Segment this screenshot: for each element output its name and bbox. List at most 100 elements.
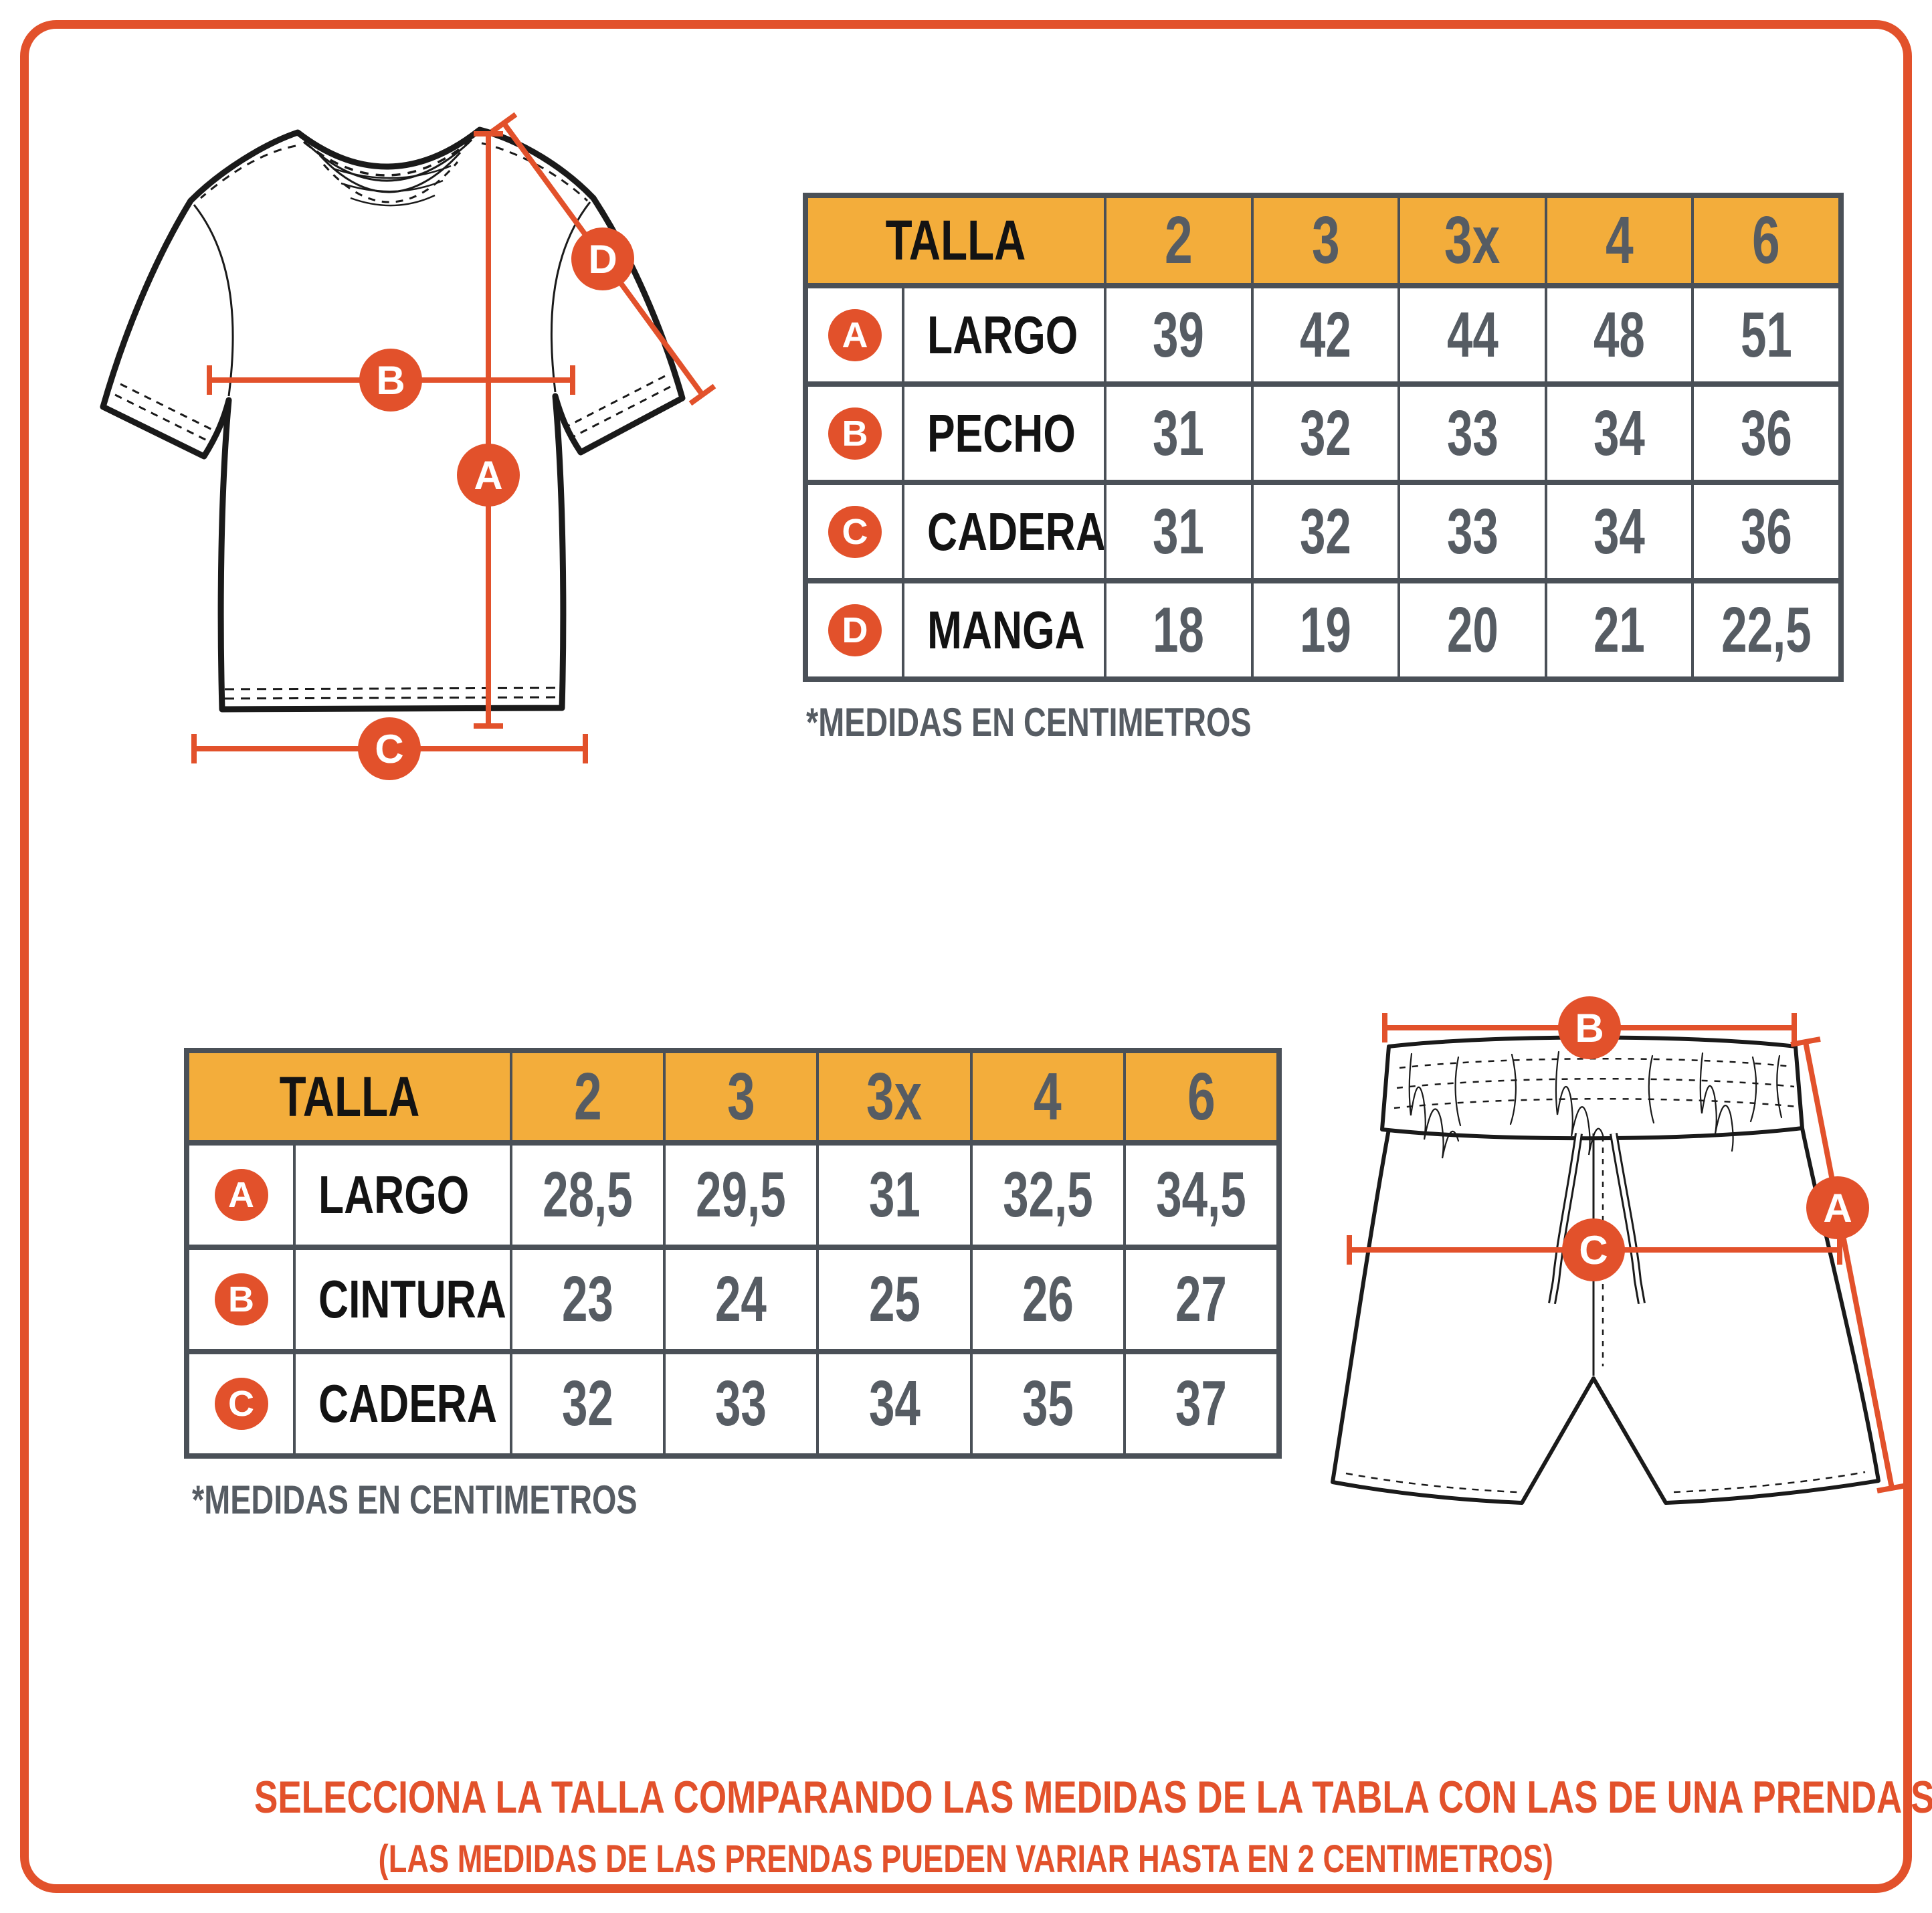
waistband	[1380, 1035, 1804, 1141]
row-label: PECHO	[904, 387, 1104, 480]
cuff-stitch	[120, 383, 218, 434]
collar-band-line	[306, 141, 471, 182]
table-value: 28,5	[512, 1146, 664, 1245]
table-value: 33	[1400, 387, 1545, 480]
row-label: LARGO	[904, 288, 1104, 381]
note-line-2: (LAS MEDIDAS DE LAS PRENDAS PUEDEN VARIA…	[378, 1837, 1554, 1881]
size-col-header: 3x	[819, 1053, 970, 1140]
row-letter-cell: A	[808, 288, 902, 381]
marker-a-letter: A	[1823, 1186, 1852, 1231]
table-header-talla: TALLA	[189, 1053, 510, 1140]
size-col-header: 6	[1694, 198, 1838, 283]
marker-a: A	[457, 444, 520, 507]
measure-line-a	[474, 131, 503, 729]
table-value: 36	[1694, 387, 1838, 480]
table-value: 36	[1694, 485, 1838, 578]
size-col-header: 6	[1125, 1053, 1276, 1140]
shirt-size-table: TALLA 2 3 3x 4 6 A LARGO 39 42 44 48 51 …	[803, 193, 1844, 682]
shorts-diagram: B A C	[1331, 996, 1907, 1505]
table-value: 39	[1106, 288, 1251, 381]
table-value: 51	[1694, 288, 1838, 381]
page-border-frame	[20, 20, 1912, 1893]
table-value: 31	[819, 1146, 970, 1245]
collar-inner-line	[341, 179, 444, 193]
table-value: 33	[1400, 485, 1545, 578]
row-label: MANGA	[904, 583, 1104, 676]
table-value: 32	[1253, 387, 1398, 480]
waistband-stitch	[1393, 1097, 1798, 1109]
hem-stitch	[224, 696, 561, 700]
collar-inner-line	[332, 165, 452, 179]
row-letter-cell: C	[808, 485, 902, 578]
marker-b-letter: B	[376, 358, 405, 403]
marker-c-letter: C	[375, 727, 403, 771]
table-value: 34	[1547, 387, 1692, 480]
size-selection-note: SELECCIONA LA TALLA COMPARANDO LAS MEDID…	[0, 1774, 1932, 1879]
shorts-table-footnote: *MEDIDAS EN CENTIMETROS	[192, 1477, 638, 1522]
table-value: 34,5	[1125, 1146, 1276, 1245]
table-value: 25	[819, 1250, 970, 1349]
shorts-outline	[1331, 1117, 1880, 1505]
table-value: 48	[1547, 288, 1692, 381]
table-value: 26	[972, 1250, 1123, 1349]
letter-badge: B	[828, 407, 882, 460]
table-header-talla: TALLA	[808, 198, 1104, 283]
drawstring	[1548, 1133, 1646, 1305]
letter-badge: A	[214, 1169, 268, 1221]
note-line-1: SELECCIONA LA TALLA COMPARANDO LAS MEDID…	[254, 1772, 1932, 1823]
collar-inner-line	[350, 194, 436, 207]
table-value: 29,5	[666, 1146, 817, 1245]
cuff-stitch	[568, 375, 666, 427]
table-value: 33	[666, 1354, 817, 1453]
table-value: 27	[1125, 1250, 1276, 1349]
cuff-stitch	[573, 385, 671, 438]
table-value: 31	[1106, 485, 1251, 578]
waistband-stitch	[1399, 1057, 1792, 1069]
marker-b: B	[1558, 996, 1621, 1059]
size-col-header: 4	[972, 1053, 1123, 1140]
table-value: 23	[512, 1250, 664, 1349]
marker-c: C	[358, 717, 421, 780]
marker-a: A	[1806, 1176, 1869, 1239]
row-label: CINTURA	[296, 1250, 510, 1349]
table-value: 42	[1253, 288, 1398, 381]
table-value: 34	[1547, 485, 1692, 578]
hem-stitch	[1673, 1471, 1866, 1493]
table-value: 24	[666, 1250, 817, 1349]
table-value: 34	[819, 1354, 970, 1453]
cuff-stitch	[114, 393, 213, 444]
row-letter-cell: C	[189, 1354, 293, 1453]
letter-badge: C	[214, 1378, 268, 1430]
letter-badge: A	[828, 308, 882, 361]
marker-b-letter: B	[1575, 1006, 1604, 1051]
marker-d-letter: D	[588, 237, 617, 282]
shirt-table-footnote: *MEDIDAS EN CENTIMETROS	[806, 700, 1252, 745]
table-value: 22,5	[1694, 583, 1838, 676]
row-label: CADERA	[296, 1354, 510, 1453]
table-value: 32	[1253, 485, 1398, 578]
armhole-seam	[193, 204, 234, 397]
marker-d: D	[571, 227, 634, 290]
size-col-header: 4	[1547, 198, 1692, 283]
row-label: LARGO	[296, 1146, 510, 1245]
table-value: 35	[972, 1354, 1123, 1453]
table-value: 20	[1400, 583, 1545, 676]
table-value: 32,5	[972, 1146, 1123, 1245]
marker-c-letter: C	[1579, 1228, 1608, 1273]
table-value: 44	[1400, 288, 1545, 381]
table-value: 21	[1547, 583, 1692, 676]
row-label: CADERA	[904, 485, 1104, 578]
measure-line-a	[1790, 1036, 1907, 1493]
letter-badge: C	[828, 505, 882, 558]
size-col-header: 3	[1253, 198, 1398, 283]
tshirt-diagram: A B C D	[100, 112, 716, 780]
waistband-scribble	[1408, 1051, 1783, 1159]
marker-b: B	[359, 349, 422, 412]
size-col-header: 3x	[1400, 198, 1545, 283]
marker-c: C	[1562, 1218, 1625, 1281]
row-letter-cell: D	[808, 583, 902, 676]
table-value: 37	[1125, 1354, 1276, 1453]
letter-badge: D	[828, 604, 882, 656]
size-col-header: 3	[666, 1053, 817, 1140]
